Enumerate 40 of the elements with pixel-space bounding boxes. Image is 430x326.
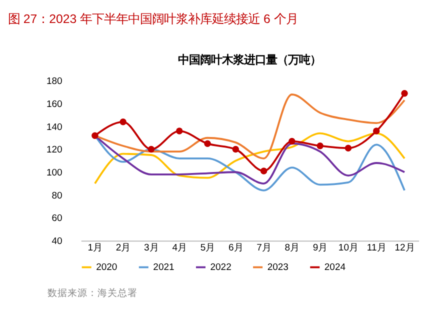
point	[401, 90, 408, 97]
point	[148, 146, 155, 153]
x-tick-label: 2月	[116, 242, 132, 254]
legend-label: 2020	[96, 262, 118, 274]
source-note: 数据来源：海关总署	[48, 286, 138, 299]
point	[260, 168, 268, 174]
x-tick-label: 12月	[394, 242, 416, 254]
legend-label: 2023	[267, 262, 288, 274]
y-tick-label: 120	[46, 144, 62, 156]
point	[344, 144, 352, 152]
y-tick-label: 160	[46, 98, 62, 110]
point	[288, 138, 296, 145]
y-tick-label: 180	[46, 76, 62, 88]
chart-title: 图 27：2023 年下半年中国阔叶浆补库延续接近 6 个月	[8, 12, 298, 26]
x-tick-label: 10月	[338, 242, 359, 254]
x-tick-label: 6月	[228, 242, 244, 254]
x-tick-label: 9月	[312, 242, 328, 254]
point	[232, 146, 240, 153]
point	[373, 128, 380, 134]
point	[316, 142, 324, 150]
x-tick-label: 7月	[256, 242, 272, 254]
x-tick-label: 4月	[172, 242, 188, 254]
y-tick-label: 60	[52, 213, 62, 224]
x-tick-label: 8月	[284, 242, 300, 254]
point	[92, 132, 98, 139]
y-tick-label: 100	[46, 167, 62, 178]
y-tick-label: 140	[46, 122, 62, 133]
y-tick-label: 80	[52, 190, 62, 202]
x-tick-label: 1月	[88, 242, 104, 254]
x-tick-label: 5月	[200, 242, 216, 254]
legend-label: 2022	[210, 262, 232, 274]
chart-subtitle: 中国阔叶木浆进口量（万吨）	[178, 54, 322, 67]
point	[176, 128, 183, 134]
point	[120, 118, 126, 126]
legend-label: 2021	[153, 262, 174, 274]
legend-label: 2024	[324, 262, 346, 274]
x-tick-label: 11月	[366, 242, 387, 254]
point	[204, 140, 211, 147]
x-tick-label: 3月	[144, 242, 160, 254]
y-tick-label: 40	[52, 236, 62, 247]
